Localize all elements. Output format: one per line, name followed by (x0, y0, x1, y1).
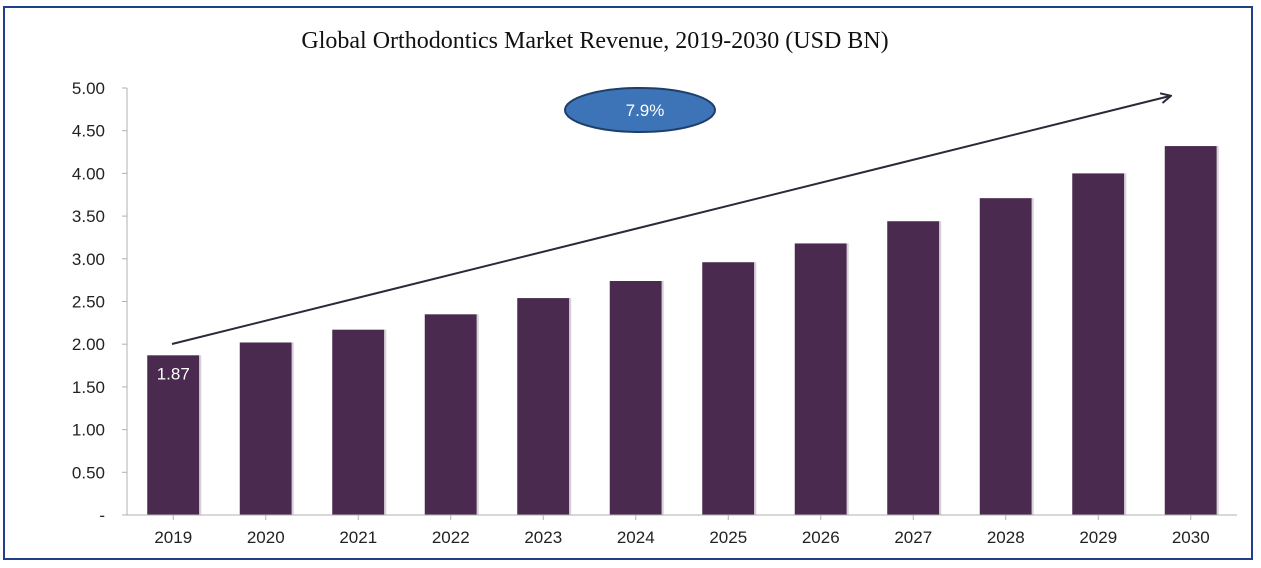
cagr-ellipse (564, 87, 716, 133)
bar-2026 (794, 243, 847, 516)
bar-2025 (702, 262, 755, 515)
x-tick-label: 2030 (1172, 528, 1210, 547)
bar-2023 (517, 298, 570, 515)
x-tick-label: 2022 (432, 528, 470, 547)
y-tick-label: 1.00 (72, 421, 105, 440)
y-tick-label: 0.50 (72, 463, 105, 482)
bar-2027 (887, 221, 940, 515)
x-axis: 2019 2020 2021 2022 2023 2024 2025 2026 2027 2028… (127, 514, 1237, 547)
x-tick-label: 2027 (894, 528, 932, 547)
y-tick-label: 2.00 (72, 335, 105, 354)
bar-2030 (1164, 146, 1217, 515)
cagr-badge: 7.9% (564, 87, 716, 133)
y-tick-label: 4.50 (72, 122, 105, 141)
x-tick-label: 2020 (247, 528, 285, 547)
bar-2024 (609, 281, 662, 515)
x-tick-label: 2019 (154, 528, 192, 547)
bar-2029 (1072, 173, 1125, 515)
bar-2019 (147, 355, 200, 515)
x-tick-label: 2026 (802, 528, 840, 547)
y-tick-label: 1.50 (72, 378, 105, 397)
bars (147, 146, 1219, 516)
bar-2021 (332, 329, 385, 515)
bar-2028 (979, 198, 1032, 515)
y-tick-label: 5.00 (72, 79, 105, 98)
y-tick-label: 4.00 (72, 164, 105, 183)
cagr-text: 7.9% (626, 101, 665, 120)
x-tick-label: 2024 (617, 528, 655, 547)
x-tick-label: 2029 (1079, 528, 1117, 547)
x-tick-label: 2028 (987, 528, 1025, 547)
y-tick-label: 3.00 (72, 250, 105, 269)
x-tick-label: 2025 (709, 528, 747, 547)
trend-arrow (171, 96, 1170, 345)
bar-2022 (424, 314, 477, 515)
data-label: 1.87 (157, 364, 190, 383)
data-labels: 1.87 (157, 364, 190, 383)
x-tick-label: 2021 (339, 528, 377, 547)
y-axis: - 0.50 1.00 1.50 2.00 2.50 3.00 3.50 4.00 4.50 5.0… (72, 79, 128, 525)
y-tick-label: 3.50 (72, 207, 105, 226)
bar-2020 (239, 342, 292, 515)
y-tick-label: - (99, 506, 105, 525)
y-tick-label: 2.50 (72, 293, 105, 312)
chart-title: Global Orthodontics Market Revenue, 2019… (301, 28, 888, 54)
x-tick-label: 2023 (524, 528, 562, 547)
